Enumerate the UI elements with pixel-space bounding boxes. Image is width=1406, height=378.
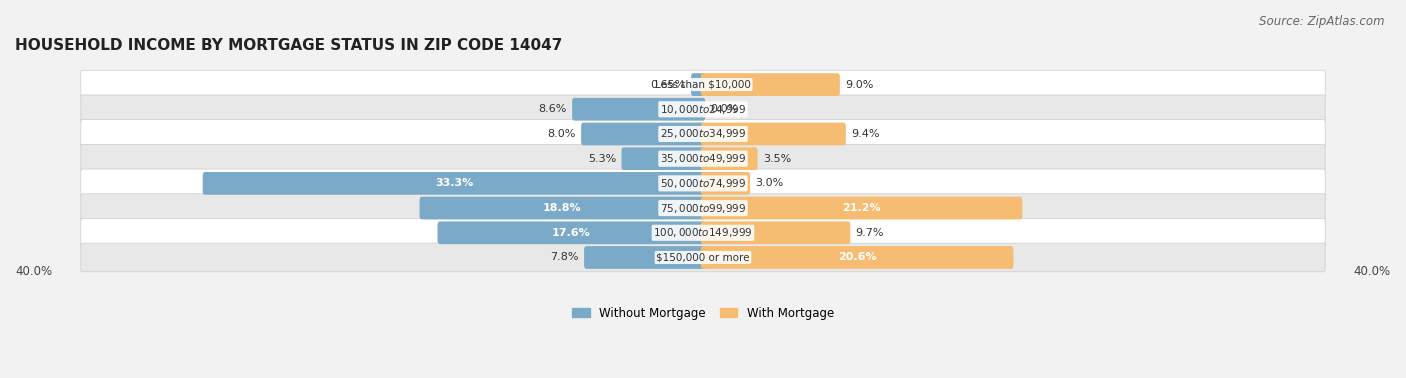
Text: $150,000 or more: $150,000 or more [657, 253, 749, 262]
Text: 21.2%: 21.2% [842, 203, 880, 213]
Text: $50,000 to $74,999: $50,000 to $74,999 [659, 177, 747, 190]
Text: 0.65%: 0.65% [651, 79, 686, 90]
Text: 9.0%: 9.0% [845, 79, 873, 90]
Text: $75,000 to $99,999: $75,000 to $99,999 [659, 201, 747, 215]
Text: 9.4%: 9.4% [851, 129, 880, 139]
Text: 18.8%: 18.8% [543, 203, 582, 213]
Text: 8.0%: 8.0% [547, 129, 576, 139]
FancyBboxPatch shape [583, 246, 706, 269]
FancyBboxPatch shape [700, 73, 839, 96]
Text: 3.5%: 3.5% [763, 154, 792, 164]
FancyBboxPatch shape [581, 122, 706, 145]
Text: 9.7%: 9.7% [856, 228, 884, 238]
FancyBboxPatch shape [80, 120, 1326, 148]
FancyBboxPatch shape [700, 147, 758, 170]
Text: 40.0%: 40.0% [15, 265, 52, 278]
FancyBboxPatch shape [700, 246, 1014, 269]
FancyBboxPatch shape [700, 197, 1022, 220]
Text: 7.8%: 7.8% [550, 253, 579, 262]
Text: 20.6%: 20.6% [838, 253, 876, 262]
FancyBboxPatch shape [700, 172, 751, 195]
FancyBboxPatch shape [572, 98, 706, 121]
Text: $100,000 to $149,999: $100,000 to $149,999 [654, 226, 752, 239]
FancyBboxPatch shape [437, 222, 706, 244]
Text: 33.3%: 33.3% [434, 178, 472, 188]
Text: $10,000 to $24,999: $10,000 to $24,999 [659, 103, 747, 116]
Text: 8.6%: 8.6% [538, 104, 567, 114]
Text: 40.0%: 40.0% [1354, 265, 1391, 278]
Text: 0.0%: 0.0% [710, 104, 738, 114]
FancyBboxPatch shape [80, 95, 1326, 124]
Text: Less than $10,000: Less than $10,000 [655, 79, 751, 90]
FancyBboxPatch shape [690, 73, 706, 96]
Text: $35,000 to $49,999: $35,000 to $49,999 [659, 152, 747, 165]
FancyBboxPatch shape [621, 147, 706, 170]
Text: HOUSEHOLD INCOME BY MORTGAGE STATUS IN ZIP CODE 14047: HOUSEHOLD INCOME BY MORTGAGE STATUS IN Z… [15, 38, 562, 53]
FancyBboxPatch shape [80, 194, 1326, 222]
FancyBboxPatch shape [80, 243, 1326, 272]
FancyBboxPatch shape [80, 218, 1326, 247]
Text: 17.6%: 17.6% [553, 228, 591, 238]
Text: 5.3%: 5.3% [588, 154, 616, 164]
Text: $25,000 to $34,999: $25,000 to $34,999 [659, 127, 747, 141]
FancyBboxPatch shape [700, 122, 846, 145]
FancyBboxPatch shape [80, 169, 1326, 198]
Text: Source: ZipAtlas.com: Source: ZipAtlas.com [1260, 15, 1385, 28]
Text: 3.0%: 3.0% [755, 178, 783, 188]
FancyBboxPatch shape [202, 172, 706, 195]
FancyBboxPatch shape [419, 197, 706, 220]
FancyBboxPatch shape [80, 144, 1326, 173]
FancyBboxPatch shape [80, 70, 1326, 99]
FancyBboxPatch shape [700, 222, 851, 244]
Legend: Without Mortgage, With Mortgage: Without Mortgage, With Mortgage [567, 302, 839, 324]
